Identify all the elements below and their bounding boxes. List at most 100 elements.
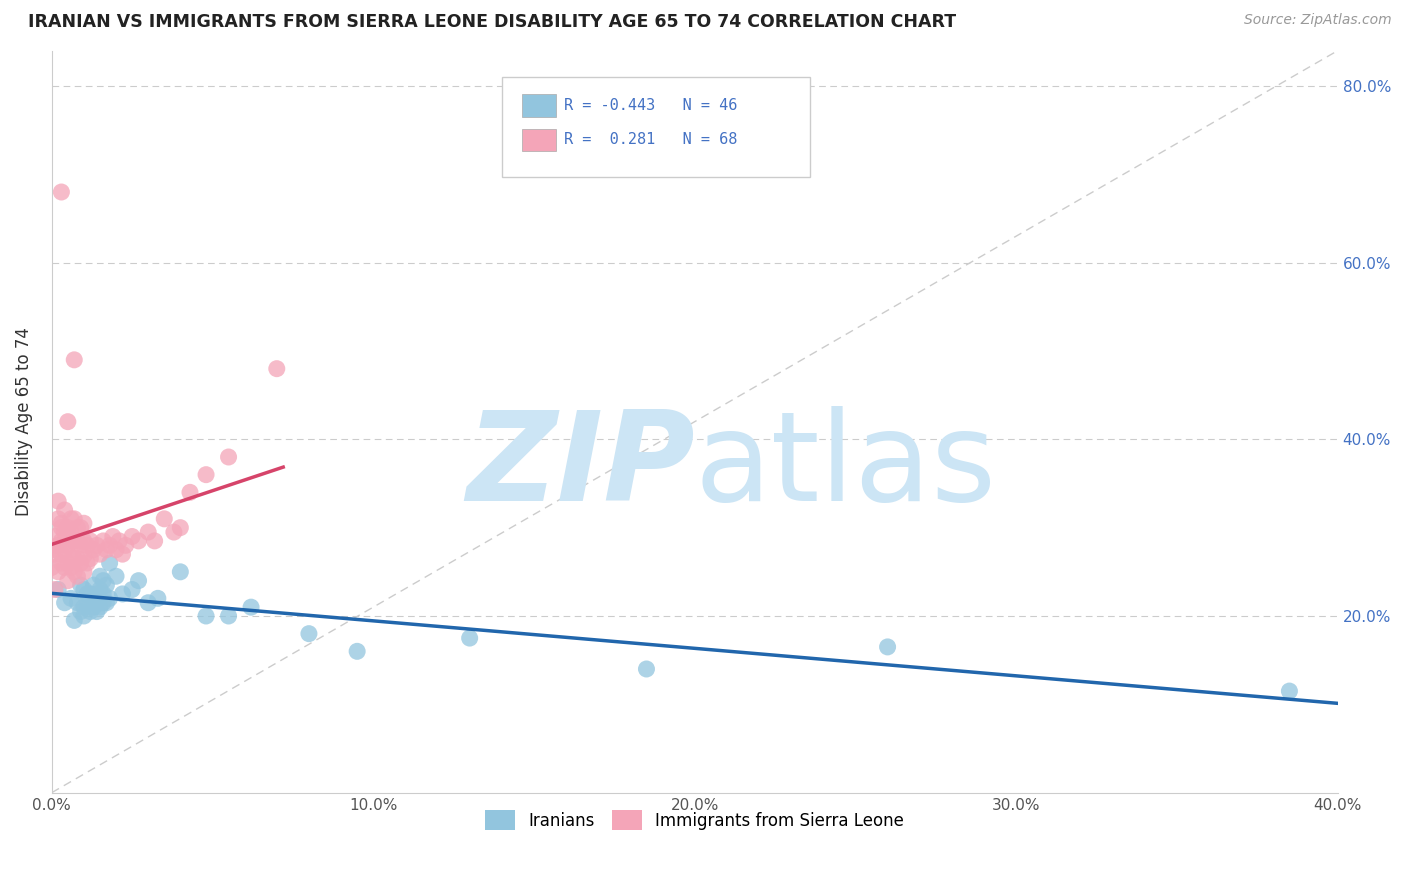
Point xyxy=(83,591,105,606)
Point xyxy=(46,582,69,597)
Point xyxy=(53,542,76,557)
Point xyxy=(56,521,79,535)
Point xyxy=(143,533,166,548)
Point xyxy=(60,591,83,606)
Y-axis label: Disability Age 65 to 74: Disability Age 65 to 74 xyxy=(15,327,32,516)
Point xyxy=(60,560,83,574)
Point xyxy=(98,538,121,552)
Point xyxy=(195,609,218,624)
Point xyxy=(128,533,150,548)
Point xyxy=(51,547,73,561)
Point xyxy=(53,560,76,574)
Point xyxy=(76,596,98,610)
Point xyxy=(66,569,89,583)
Point xyxy=(46,494,69,508)
Point xyxy=(89,582,111,597)
Point xyxy=(66,533,89,548)
Point xyxy=(76,587,98,601)
Point xyxy=(636,662,658,676)
Point xyxy=(179,485,201,500)
Point xyxy=(98,591,121,606)
Point xyxy=(121,529,143,543)
Point xyxy=(51,556,73,570)
Point xyxy=(73,533,96,548)
Point xyxy=(111,547,134,561)
Point xyxy=(51,533,73,548)
Point xyxy=(169,565,191,579)
Point xyxy=(69,605,91,619)
Point xyxy=(876,640,898,654)
Point xyxy=(163,525,186,540)
Point xyxy=(46,565,69,579)
Point xyxy=(96,578,118,592)
Point xyxy=(346,644,368,658)
Point xyxy=(44,529,66,543)
Point xyxy=(96,596,118,610)
FancyBboxPatch shape xyxy=(502,77,810,177)
Point xyxy=(266,361,288,376)
Point xyxy=(1278,684,1301,698)
Point xyxy=(218,609,240,624)
Point xyxy=(46,512,69,526)
Point xyxy=(91,596,114,610)
Text: IRANIAN VS IMMIGRANTS FROM SIERRA LEONE DISABILITY AGE 65 TO 74 CORRELATION CHAR: IRANIAN VS IMMIGRANTS FROM SIERRA LEONE … xyxy=(28,13,956,31)
Point xyxy=(60,542,83,557)
Point xyxy=(51,516,73,531)
Point xyxy=(79,551,101,566)
Point xyxy=(53,503,76,517)
Point xyxy=(53,596,76,610)
Text: Source: ZipAtlas.com: Source: ZipAtlas.com xyxy=(1244,13,1392,28)
Point xyxy=(89,569,111,583)
Point xyxy=(51,185,73,199)
Point xyxy=(73,600,96,615)
Point xyxy=(51,521,73,535)
Point xyxy=(79,587,101,601)
Point xyxy=(218,450,240,464)
Point xyxy=(66,551,89,566)
Point xyxy=(63,512,86,526)
Point xyxy=(240,600,263,615)
Point xyxy=(41,560,63,574)
Point xyxy=(169,521,191,535)
Point xyxy=(136,525,159,540)
Point xyxy=(69,538,91,552)
Point xyxy=(73,549,96,563)
Point xyxy=(60,512,83,526)
Point xyxy=(63,533,86,548)
Point xyxy=(86,605,108,619)
Point xyxy=(105,569,128,583)
Point xyxy=(73,609,96,624)
Point xyxy=(66,596,89,610)
Point xyxy=(66,521,89,535)
Point xyxy=(195,467,218,482)
Point xyxy=(56,415,79,429)
Point xyxy=(89,600,111,615)
Point xyxy=(86,538,108,552)
Point xyxy=(76,556,98,570)
Point xyxy=(44,547,66,561)
Point xyxy=(44,582,66,597)
Point xyxy=(46,538,69,552)
Point xyxy=(41,542,63,557)
Point xyxy=(153,512,176,526)
FancyBboxPatch shape xyxy=(523,95,555,117)
Point xyxy=(91,533,114,548)
Point xyxy=(89,547,111,561)
Point xyxy=(96,542,118,557)
Point xyxy=(101,529,124,543)
Point xyxy=(63,352,86,367)
Point xyxy=(83,578,105,592)
Point xyxy=(86,596,108,610)
Point xyxy=(60,525,83,540)
Point xyxy=(69,556,91,570)
Point xyxy=(298,626,321,640)
Point xyxy=(69,521,91,535)
Point xyxy=(128,574,150,588)
Point xyxy=(63,551,86,566)
Point xyxy=(56,574,79,588)
Point xyxy=(73,516,96,531)
FancyBboxPatch shape xyxy=(523,128,555,151)
Point xyxy=(76,538,98,552)
Point xyxy=(69,578,91,592)
Point xyxy=(56,556,79,570)
